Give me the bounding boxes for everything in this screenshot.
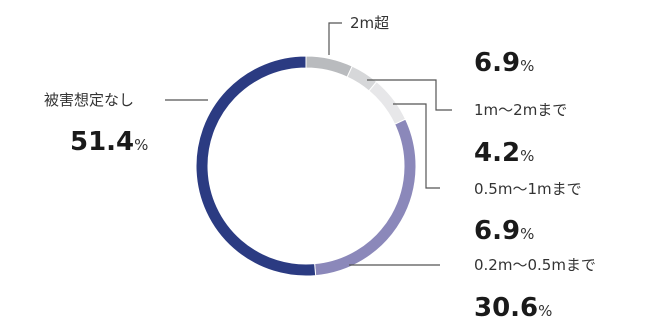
donut-slices bbox=[195, 55, 417, 277]
slice-2m-over bbox=[305, 55, 353, 78]
slice-value-1m-2m: 4.2% bbox=[474, 138, 534, 168]
slice-value-no-damage: 51.4% bbox=[70, 127, 148, 157]
slice-label-2m-over: 2m超 bbox=[350, 14, 389, 32]
leader-line-2m-over bbox=[328, 22, 342, 55]
leader-line-0-5m-1m bbox=[393, 103, 440, 189]
leader-lines bbox=[165, 22, 452, 266]
slice-0-5m-1m bbox=[368, 80, 407, 125]
slice-value-0-5m-1m: 6.9% bbox=[474, 216, 534, 246]
slice-label-1m-2m: 1m～2mまで bbox=[474, 101, 567, 119]
slice-value-2m-over: 6.9% bbox=[474, 48, 534, 78]
slice-value-0-2m-0-5m: 30.6% bbox=[474, 293, 552, 321]
slice-label-no-damage: 被害想定なし bbox=[44, 91, 134, 109]
slice-no-damage bbox=[195, 55, 317, 277]
slice-label-0-5m-1m: 0.5m～1mまで bbox=[474, 180, 582, 198]
slice-label-0-2m-0-5m: 0.2m～0.5mまで bbox=[474, 256, 596, 274]
leader-line-1m-2m bbox=[367, 79, 452, 111]
slice-0-2m-0-5m bbox=[314, 118, 417, 277]
